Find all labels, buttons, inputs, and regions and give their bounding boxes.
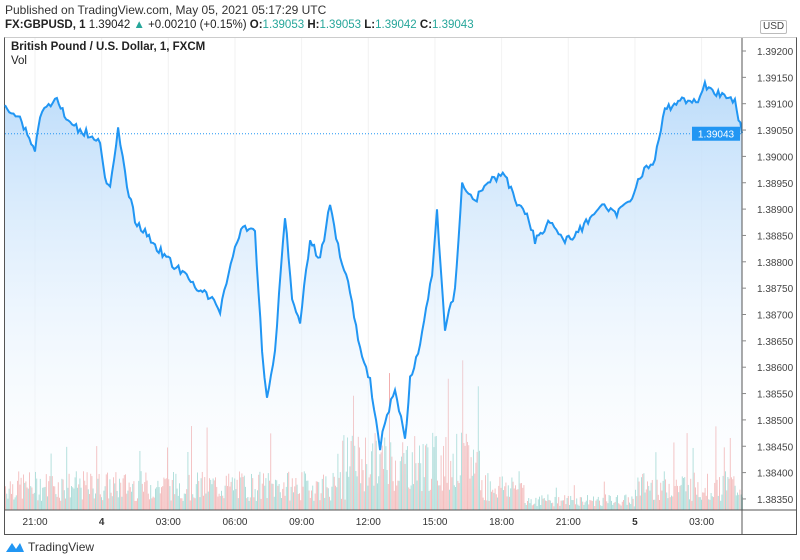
chart-frame[interactable] [4,37,797,535]
price-tick-label: 1.38550 [757,390,794,401]
price-tick-label: 1.38650 [757,337,794,348]
price-tick-label: 1.38750 [757,284,794,295]
price-area [5,82,742,510]
price-tick-label: 1.39200 [757,47,794,58]
last-price-badge [692,126,740,141]
open-label: O: [249,19,263,31]
open-value: 1.39053 [262,19,305,31]
low-label: L: [364,19,376,31]
price-tick-label: 1.39050 [757,126,794,137]
time-tick-label: 21:00 [556,517,581,528]
symbol: FX:GBPUSD, 1 [5,19,86,31]
price-tick-label: 1.38350 [757,495,794,506]
up-arrow-icon: ▲ [133,19,145,31]
time-tick-label: 21:00 [22,517,47,528]
brand-name: TradingView [28,540,95,554]
price-tick-label: 1.38600 [757,363,794,374]
quote-bar: FX:GBPUSD, 1 1.39042 ▲ +0.00210 (+0.15%)… [5,19,474,31]
low-value: 1.39042 [375,19,417,31]
time-tick-label: 5 [632,517,638,528]
chart-legend: British Pound / U.S. Dollar, 1, FXCM Vol [11,40,205,68]
published-note: Published on TradingView.com, May 05, 20… [5,3,327,17]
legend-title: British Pound / U.S. Dollar, 1, FXCM [11,41,206,53]
time-tick-label: 06:00 [222,517,247,528]
time-tick-label: 15:00 [422,517,447,528]
price-tick-label: 1.39100 [757,100,794,111]
time-tick-label: 12:00 [356,517,381,528]
price-tick-label: 1.38500 [757,416,794,427]
time-tick-label: 4 [99,517,105,528]
price-tick-label: 1.38700 [757,311,794,322]
price-line [4,78,743,451]
close-label: C: [419,19,433,31]
high-value: 1.39053 [319,19,362,31]
price-tick-label: 1.38450 [757,442,794,453]
high-label: H: [307,19,320,31]
change: +0.00210 (+0.15%) [148,19,247,31]
legend-vol: Vol [11,55,27,67]
price-tick-label: 1.38850 [757,231,794,242]
price-tick-label: 1.38800 [757,258,794,269]
currency-badge[interactable]: USD [760,20,788,34]
price-tick-label: 1.38950 [757,179,794,190]
price-tick-label: 1.39000 [757,152,794,163]
last-price: 1.39042 [88,19,131,31]
close-value: 1.39043 [432,19,474,31]
last-price-label: 1.39043 [698,130,735,141]
price-tick-label: 1.38900 [757,205,794,216]
time-tick-label: 09:00 [289,517,314,528]
tradingview-logo[interactable]: TradingView [5,540,94,554]
price-tick-label: 1.38400 [757,469,794,480]
price-tick-label: 1.39150 [757,73,794,84]
time-tick-label: 18:00 [489,517,514,528]
tradingview-logo-icon [6,543,24,552]
time-tick-label: 03:00 [156,517,181,528]
time-tick-label: 03:00 [689,517,714,528]
